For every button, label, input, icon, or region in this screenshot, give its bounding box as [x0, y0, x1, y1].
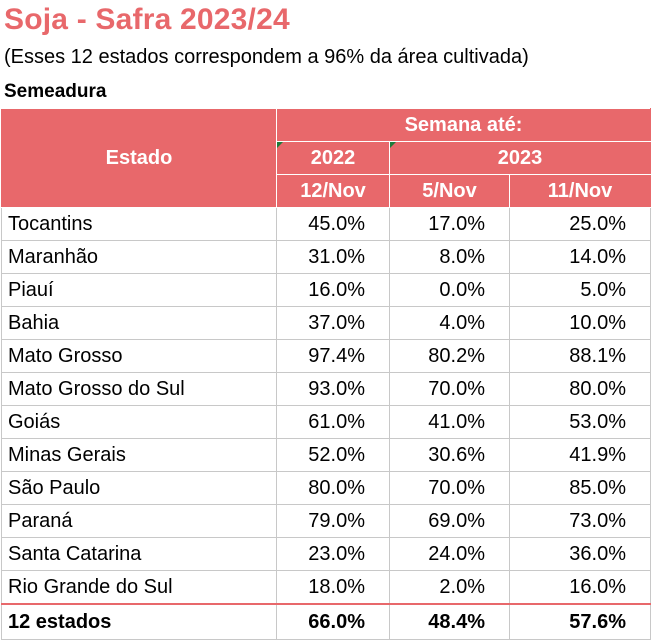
table-row: Mato Grosso do Sul 93.0% 70.0% 80.0% — [1, 372, 652, 406]
total-2022-12nov: 66.0% — [276, 603, 390, 640]
header-col-2023-11nov: 11/Nov — [508, 174, 652, 208]
cell-2022-12nov: 52.0% — [276, 438, 390, 472]
cell-2023-11nov: 10.0% — [508, 306, 652, 340]
table-row: Santa Catarina 23.0% 24.0% 36.0% — [1, 537, 652, 571]
cell-estado: Santa Catarina — [1, 537, 277, 571]
table-row: Tocantins 45.0% 17.0% 25.0% — [1, 207, 652, 241]
total-2023-11nov: 57.6% — [508, 603, 652, 640]
total-label: 12 estados — [1, 603, 277, 640]
cell-estado: Mato Grosso — [1, 339, 277, 373]
header-estado: Estado — [1, 108, 277, 208]
total-2023-5nov: 48.4% — [389, 603, 510, 640]
section-label: Semeadura — [4, 81, 107, 102]
cell-2023-5nov: 70.0% — [389, 471, 510, 505]
total-row: 12 estados 66.0% 48.4% 57.6% — [1, 603, 652, 640]
cell-2023-5nov: 41.0% — [389, 405, 510, 439]
cell-2023-11nov: 73.0% — [508, 504, 652, 538]
cell-2022-12nov: 80.0% — [276, 471, 390, 505]
table-row: Goiás 61.0% 41.0% 53.0% — [1, 405, 652, 439]
table-row: Rio Grande do Sul 18.0% 2.0% 16.0% — [1, 570, 652, 604]
cell-2022-12nov: 37.0% — [276, 306, 390, 340]
cell-estado: Rio Grande do Sul — [1, 570, 277, 604]
cell-estado: Tocantins — [1, 207, 277, 241]
cell-2022-12nov: 18.0% — [276, 570, 390, 604]
cell-estado: Maranhão — [1, 240, 277, 274]
cell-2023-11nov: 80.0% — [508, 372, 652, 406]
cell-2023-5nov: 69.0% — [389, 504, 510, 538]
header-year-2022-label: 2022 — [310, 146, 356, 169]
cell-2022-12nov: 16.0% — [276, 273, 390, 307]
semeadura-table: Estado Semana até: 2022 2023 12/Nov 5/No… — [1, 108, 652, 640]
cell-estado: Goiás — [1, 405, 277, 439]
cell-estado: Piauí — [1, 273, 277, 307]
page-subtitle: (Esses 12 estados correspondem a 96% da … — [4, 46, 529, 68]
header-col-2023-5nov: 5/Nov — [389, 174, 510, 208]
cell-2023-11nov: 41.9% — [508, 438, 652, 472]
table-header: Estado Semana até: 2022 2023 12/Nov 5/No… — [1, 108, 652, 208]
cell-2022-12nov: 79.0% — [276, 504, 390, 538]
cell-2023-5nov: 24.0% — [389, 537, 510, 571]
header-year-2022: 2022 — [276, 141, 390, 175]
cell-2023-11nov: 25.0% — [508, 207, 652, 241]
cell-2023-5nov: 4.0% — [389, 306, 510, 340]
cell-2023-5nov: 30.6% — [389, 438, 510, 472]
cell-comment-marker — [277, 142, 283, 148]
cell-2022-12nov: 97.4% — [276, 339, 390, 373]
cell-2023-11nov: 53.0% — [508, 405, 652, 439]
cell-2022-12nov: 23.0% — [276, 537, 390, 571]
cell-2023-5nov: 8.0% — [389, 240, 510, 274]
cell-2023-5nov: 2.0% — [389, 570, 510, 604]
cell-2022-12nov: 31.0% — [276, 240, 390, 274]
cell-2023-5nov: 0.0% — [389, 273, 510, 307]
header-year-2023: 2023 — [388, 141, 652, 175]
cell-2023-5nov: 70.0% — [389, 372, 510, 406]
cell-2023-11nov: 85.0% — [508, 471, 652, 505]
cell-2023-11nov: 16.0% — [508, 570, 652, 604]
cell-2023-11nov: 5.0% — [508, 273, 652, 307]
cell-estado: Minas Gerais — [1, 438, 277, 472]
header-col-2022-12nov: 12/Nov — [276, 174, 390, 208]
cell-2022-12nov: 93.0% — [276, 372, 390, 406]
cell-estado: Bahia — [1, 306, 277, 340]
cell-2023-11nov: 88.1% — [508, 339, 652, 373]
cell-estado: Mato Grosso do Sul — [1, 372, 277, 406]
cell-2023-11nov: 36.0% — [508, 537, 652, 571]
table-body: Tocantins 45.0% 17.0% 25.0% Maranhão 31.… — [1, 207, 652, 604]
table-row: Bahia 37.0% 4.0% 10.0% — [1, 306, 652, 340]
table-row: Minas Gerais 52.0% 30.6% 41.9% — [1, 438, 652, 472]
page-title: Soja - Safra 2023/24 — [4, 3, 290, 36]
cell-2023-5nov: 17.0% — [389, 207, 510, 241]
table-row: Mato Grosso 97.4% 80.2% 88.1% — [1, 339, 652, 373]
cell-2023-11nov: 14.0% — [508, 240, 652, 274]
cell-2022-12nov: 61.0% — [276, 405, 390, 439]
table-row: Piauí 16.0% 0.0% 5.0% — [1, 273, 652, 307]
table-footer: 12 estados 66.0% 48.4% 57.6% — [1, 603, 652, 640]
table-row: São Paulo 80.0% 70.0% 85.0% — [1, 471, 652, 505]
table-row: Maranhão 31.0% 8.0% 14.0% — [1, 240, 652, 274]
header-year-2023-label: 2023 — [497, 146, 543, 169]
cell-2023-5nov: 80.2% — [389, 339, 510, 373]
cell-comment-marker — [390, 142, 396, 148]
table-row: Paraná 79.0% 69.0% 73.0% — [1, 504, 652, 538]
cell-estado: Paraná — [1, 504, 277, 538]
header-semana: Semana até: — [275, 108, 652, 142]
cell-estado: São Paulo — [1, 471, 277, 505]
cell-2022-12nov: 45.0% — [276, 207, 390, 241]
